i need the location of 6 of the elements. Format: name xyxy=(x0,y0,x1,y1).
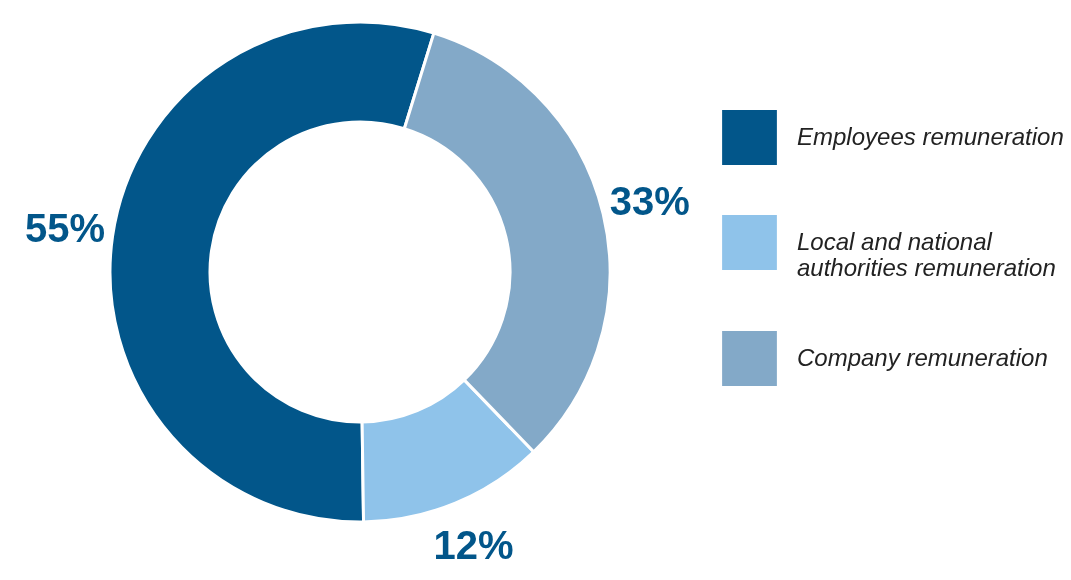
data-label: 55% xyxy=(25,205,106,250)
legend-label: Local and national authorities remuneration xyxy=(797,227,1056,281)
data-label: 12% xyxy=(433,523,514,568)
legend-label: Employees remuneration xyxy=(797,122,1064,150)
legend-label: Company remuneration xyxy=(797,343,1048,371)
data-label: 33% xyxy=(609,178,690,223)
